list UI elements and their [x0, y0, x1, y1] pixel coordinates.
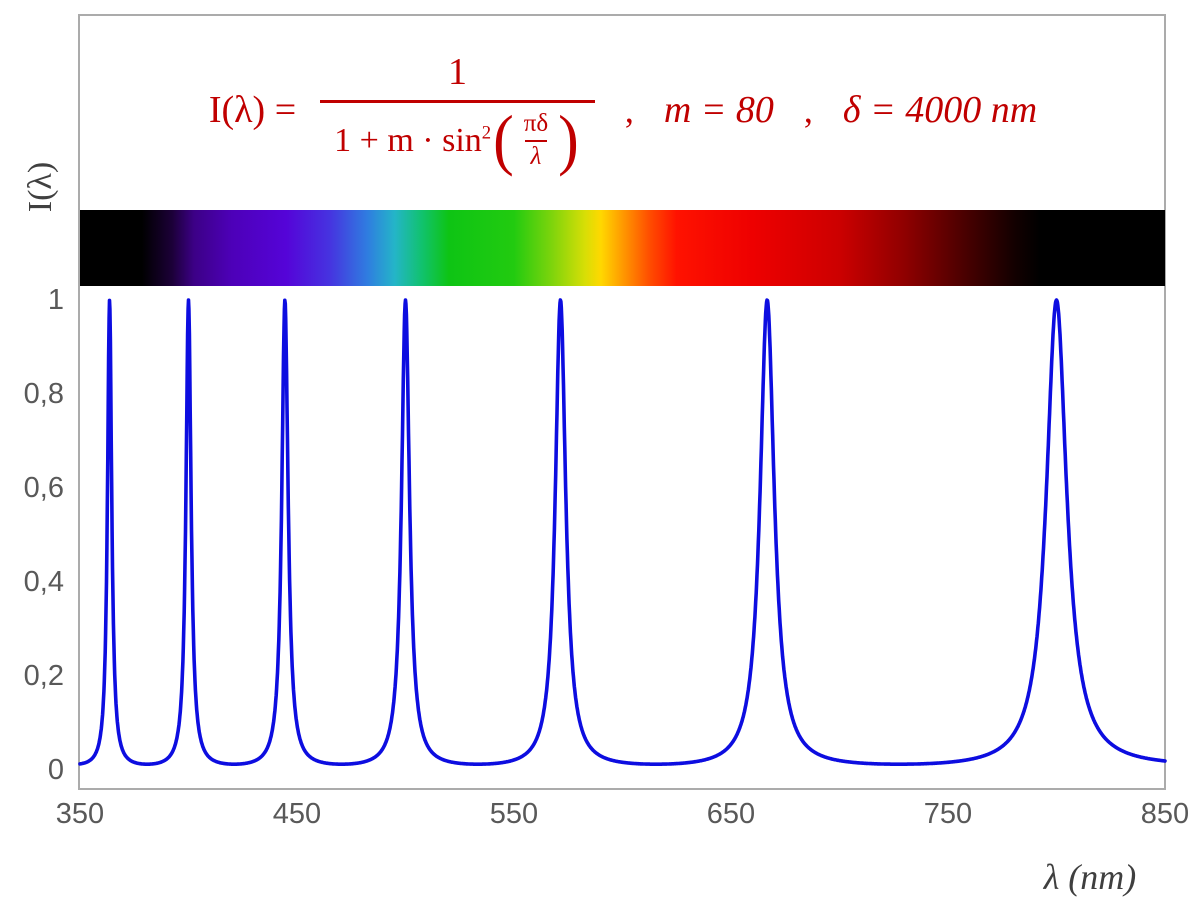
inner-denominator: λ — [524, 140, 548, 170]
y-tick-label: 0,2 — [23, 660, 64, 692]
formula-param-m: m = 80 — [663, 89, 774, 131]
x-tick-label: 850 — [1140, 798, 1190, 830]
formula-numerator: 1 — [447, 50, 467, 93]
open-paren: ( — [493, 102, 514, 177]
formula-denominator: 1 + m · sin2 ( πδ λ ) — [320, 99, 595, 177]
x-axis-title: λ (nm) — [1043, 857, 1137, 897]
formula-fraction: 1 1 + m · sin2 ( πδ λ ) — [320, 50, 595, 177]
x-tick-label: 750 — [923, 798, 973, 830]
formula-comma-2: , — [803, 90, 813, 130]
close-paren: ) — [558, 102, 579, 177]
x-tick-label: 650 — [706, 798, 756, 830]
x-tick-label: 350 — [55, 798, 105, 830]
inner-numerator: πδ — [523, 109, 549, 137]
y-tick-label: 0,8 — [23, 378, 64, 410]
y-tick-label: 1 — [47, 284, 64, 316]
y-tick-label: 0 — [47, 754, 64, 786]
spectrum-bar — [80, 210, 1165, 286]
formula-param-delta: δ = 4000 nm — [842, 89, 1038, 131]
y-axis-title: I(λ) — [22, 161, 59, 213]
x-tick-label: 550 — [489, 798, 539, 830]
x-tick-label: 450 — [272, 798, 322, 830]
inner-fraction: πδ λ — [518, 109, 554, 171]
formula-den-prefix: 1 + m · sin2 — [334, 121, 492, 159]
y-tick-label: 0,6 — [23, 472, 64, 504]
formula-comma-1: , — [624, 90, 634, 130]
formula-lhs: I(λ) = — [208, 89, 297, 131]
y-tick-label: 0,4 — [23, 566, 64, 598]
formula: I(λ) = 1 1 + m · sin2 ( πδ λ ) , m = 80 … — [80, 30, 1166, 190]
